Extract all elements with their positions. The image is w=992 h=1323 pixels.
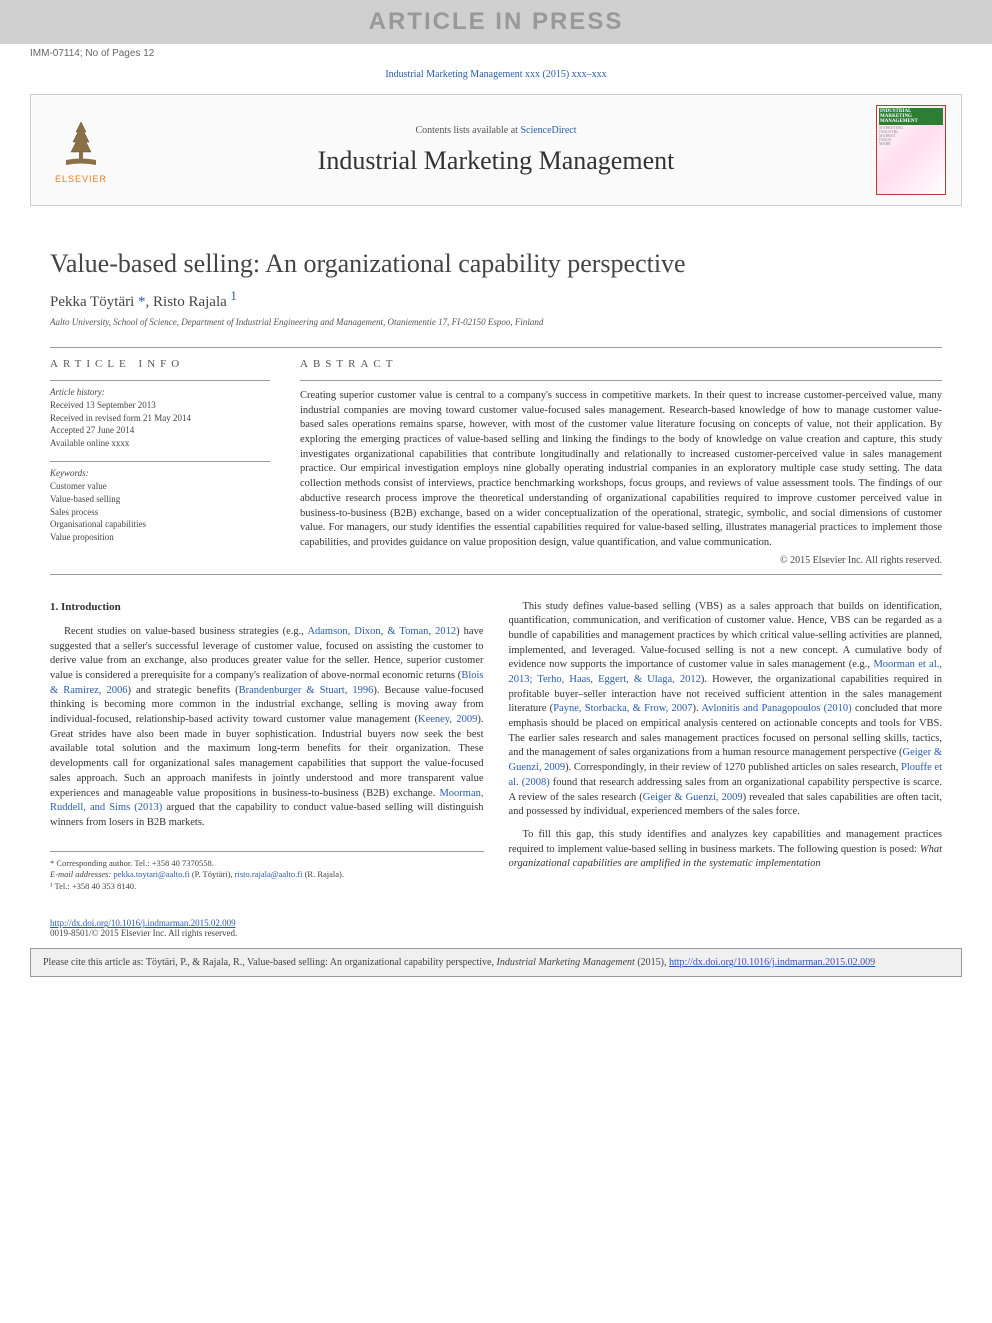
rule-bottom: [50, 574, 942, 575]
journal-title: Industrial Marketing Management: [116, 146, 876, 176]
accepted-date: Accepted 27 June 2014: [50, 424, 270, 437]
article-info-column: ARTICLE INFO Article history: Received 1…: [50, 358, 270, 566]
paragraph-1: Recent studies on value-based business s…: [50, 625, 484, 831]
elsevier-tree-icon: [56, 117, 106, 172]
doi-link[interactable]: http://dx.doi.org/10.1016/j.indmarman.20…: [50, 918, 236, 928]
cite-doi-link[interactable]: http://dx.doi.org/10.1016/j.indmarman.20…: [669, 957, 875, 968]
left-column: 1. Introduction Recent studies on value-…: [50, 600, 484, 894]
email-1[interactable]: pekka.toytari@aalto.fi: [113, 869, 189, 879]
paragraph-3: To fill this gap, this study identifies …: [509, 828, 943, 872]
sciencedirect-link[interactable]: ScienceDirect: [520, 125, 576, 136]
abstract-label: ABSTRACT: [300, 358, 942, 370]
corresponding-author: * Corresponding author. Tel.: +358 40 73…: [50, 858, 484, 870]
cover-title: INDUSTRIAL MARKETING MANAGEMENT: [879, 108, 943, 125]
cite-keeney[interactable]: Keeney, 2009: [418, 714, 477, 725]
tel-2: ¹ Tel.: +358 40 353 8140.: [50, 881, 484, 893]
contents-prefix: Contents lists available at: [415, 125, 520, 136]
authors-line: Pekka Töytäri *, Risto Rajala 1: [50, 289, 942, 311]
article-title: Value-based selling: An organizational c…: [50, 249, 942, 279]
right-column: This study defines value-based selling (…: [509, 600, 943, 894]
keyword-4: Organisational capabilities: [50, 518, 270, 531]
article-main: Value-based selling: An organizational c…: [0, 214, 992, 903]
cite-payne[interactable]: Payne, Storbacka, & Frow, 2007: [553, 703, 692, 714]
rule-top: [50, 347, 942, 348]
section-1-heading: 1. Introduction: [50, 600, 484, 615]
author-1: Pekka Töytäri: [50, 294, 134, 310]
cite-adamson[interactable]: Adamson, Dixon, & Toman, 2012: [307, 626, 456, 637]
abstract-copyright: © 2015 Elsevier Inc. All rights reserved…: [300, 555, 942, 566]
abstract-text: Creating superior customer value is cent…: [300, 389, 942, 551]
affiliation: Aalto University, School of Science, Dep…: [50, 317, 942, 327]
journal-reference: Industrial Marketing Management xxx (201…: [0, 63, 992, 86]
cite-text-a: Please cite this article as: Töytäri, P.…: [43, 957, 497, 968]
email-2[interactable]: risto.rajala@aalto.fi: [235, 869, 303, 879]
keywords-block: Keywords: Customer value Value-based sel…: [50, 461, 270, 543]
contents-available-line: Contents lists available at ScienceDirec…: [116, 125, 876, 136]
received-date: Received 13 September 2013: [50, 399, 270, 412]
abstract-column: ABSTRACT Creating superior customer valu…: [300, 358, 942, 566]
document-id: IMM-07114; No of Pages 12: [0, 44, 992, 63]
online-date: Available online xxxx: [50, 437, 270, 450]
cite-brandenburger[interactable]: Brandenburger & Stuart, 1996: [239, 685, 374, 696]
keyword-2: Value-based selling: [50, 493, 270, 506]
publisher-logo: ELSEVIER: [46, 110, 116, 190]
email-1-who: (P. Töytäri),: [190, 869, 235, 879]
info-abstract-row: ARTICLE INFO Article history: Received 1…: [50, 358, 942, 566]
email-line: E-mail addresses: pekka.toytari@aalto.fi…: [50, 869, 484, 881]
history-block: Article history: Received 13 September 2…: [50, 380, 270, 449]
journal-cover-thumbnail: INDUSTRIAL MARKETING MANAGEMENT MARKETIN…: [876, 105, 946, 195]
cite-avlonitis[interactable]: Avlonitis and Panagopoulos (2010): [701, 703, 851, 714]
keyword-5: Value proposition: [50, 531, 270, 544]
issn-line: 0019-8501/© 2015 Elsevier Inc. All right…: [50, 928, 942, 938]
paragraph-2: This study defines value-based selling (…: [509, 600, 943, 820]
article-in-press-banner: ARTICLE IN PRESS: [0, 0, 992, 44]
cite-journal-italic: Industrial Marketing Management: [497, 957, 635, 968]
footnotes: * Corresponding author. Tel.: +358 40 73…: [50, 851, 484, 894]
please-cite-box: Please cite this article as: Töytäri, P.…: [30, 948, 962, 977]
keyword-3: Sales process: [50, 506, 270, 519]
cite-text-b: (2015),: [635, 957, 669, 968]
author-1-mark[interactable]: *: [138, 294, 146, 310]
header-center: Contents lists available at ScienceDirec…: [116, 125, 876, 176]
revised-date: Received in revised form 21 May 2014: [50, 412, 270, 425]
abstract-rule: [300, 380, 942, 381]
author-2-mark[interactable]: 1: [231, 289, 237, 303]
author-2: Risto Rajala: [153, 294, 227, 310]
article-info-label: ARTICLE INFO: [50, 358, 270, 370]
body-columns: 1. Introduction Recent studies on value-…: [50, 600, 942, 894]
publisher-name: ELSEVIER: [55, 174, 107, 184]
email-2-who: (R. Rajala).: [302, 869, 344, 879]
doi-block: http://dx.doi.org/10.1016/j.indmarman.20…: [0, 918, 992, 938]
keyword-1: Customer value: [50, 480, 270, 493]
email-label: E-mail addresses:: [50, 869, 113, 879]
keywords-heading: Keywords:: [50, 468, 270, 478]
cite-geiger-2[interactable]: Geiger & Guenzi, 2009: [643, 792, 743, 803]
journal-header-panel: ELSEVIER Contents lists available at Sci…: [30, 94, 962, 206]
history-heading: Article history:: [50, 387, 270, 397]
